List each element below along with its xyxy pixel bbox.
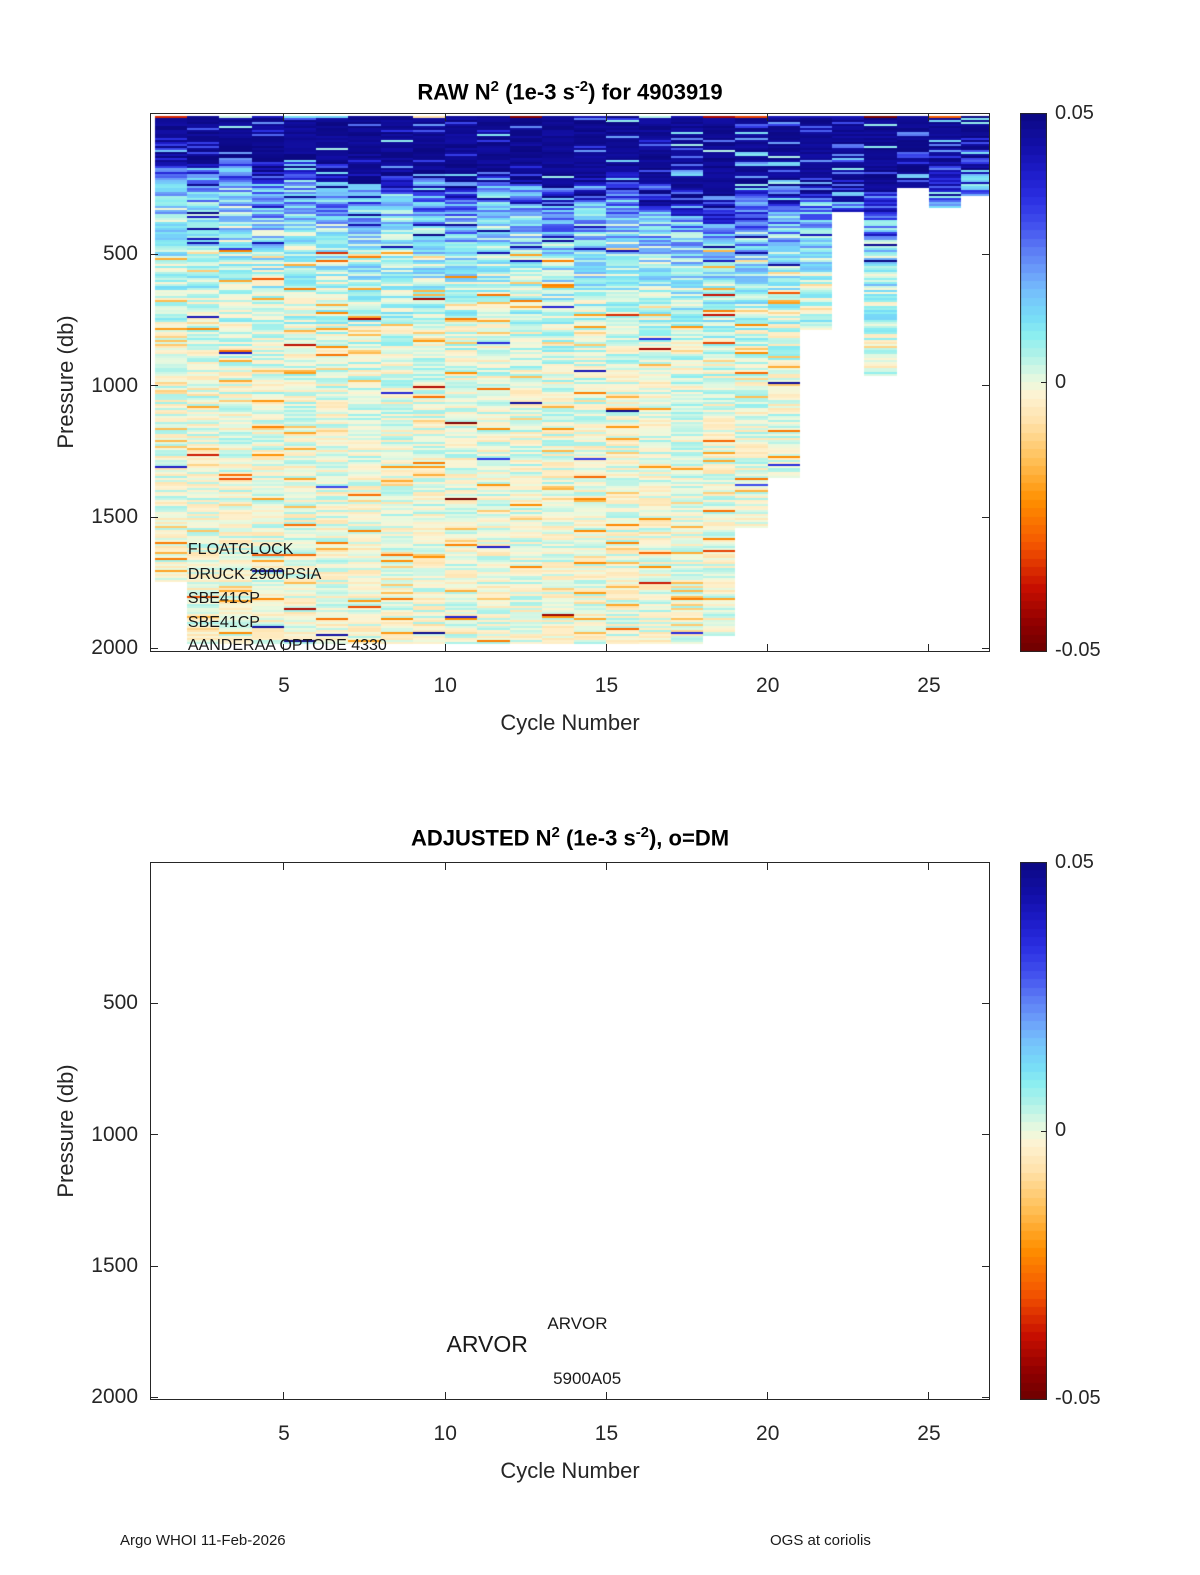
x-axis-tick: [928, 1392, 930, 1400]
x-axis-tick: [767, 644, 769, 652]
y-axis-right-tick: [982, 253, 990, 255]
y-axis-tick: [150, 1002, 158, 1004]
colorbar-tick-label: 0.05: [1055, 102, 1094, 124]
colorbar-tick-label: 0: [1055, 370, 1067, 393]
raw-heatmap-plot: [150, 113, 990, 652]
title-superscript: -2: [635, 824, 649, 841]
title-text-segment: RAW N: [417, 79, 491, 105]
footer-right-credit: OGS at coriolis: [770, 1532, 871, 1549]
x-axis-top-tick: [283, 862, 285, 870]
colorbar-tick-label: 0: [1055, 1119, 1067, 1141]
footer-left-credit: Argo WHOI 11-Feb-2026: [120, 1532, 286, 1549]
adjusted-annotation: ARVOR: [547, 1313, 608, 1333]
raw-annotation: DRUCK 2900PSIA: [187, 566, 322, 584]
raw-annotation: SBE41CP: [187, 590, 260, 608]
x-axis-top-tick: [928, 113, 930, 121]
adjusted-xlabel: Cycle Number: [500, 1458, 640, 1483]
x-axis-tick: [283, 1392, 285, 1400]
x-axis-tick: [283, 644, 285, 652]
y-tick-label: 500: [102, 242, 138, 266]
y-tick-label: 1500: [91, 505, 138, 529]
x-axis-top-tick: [444, 113, 446, 121]
raw-panel-title: RAW N2 (1e-3 s-2) for 4903919: [417, 78, 722, 105]
x-tick-label: 10: [433, 1422, 457, 1445]
x-tick-label: 10: [433, 674, 457, 697]
title-superscript: 2: [551, 824, 560, 841]
y-tick-label: 1000: [91, 1122, 138, 1146]
x-axis-tick: [444, 644, 446, 652]
title-text-segment: (1e-3 s: [499, 79, 575, 105]
y-tick-label: 500: [102, 991, 138, 1015]
title-text-segment: (1e-3 s: [559, 825, 636, 851]
title-superscript: 2: [490, 78, 499, 95]
x-axis-top-tick: [605, 862, 607, 870]
y-axis-right-tick: [982, 385, 990, 387]
x-axis-top-tick: [444, 862, 446, 870]
x-tick-label: 15: [594, 1422, 619, 1445]
raw-annotation: SBE41CP: [187, 614, 260, 632]
y-axis-tick: [150, 385, 158, 387]
y-axis-tick: [150, 647, 158, 649]
x-axis-tick: [767, 1392, 769, 1400]
x-tick-label: 25: [917, 674, 941, 697]
y-axis-right-tick: [982, 1396, 990, 1398]
y-axis-tick: [150, 1396, 158, 1398]
y-axis-tick: [150, 253, 158, 255]
y-axis-right-tick: [982, 647, 990, 649]
x-tick-label: 20: [756, 674, 780, 697]
x-axis-top-tick: [767, 113, 769, 121]
colorbar-zero-tick: [1041, 1130, 1047, 1132]
adjusted-panel-title: ADJUSTED N2 (1e-3 s-2), o=DM: [411, 824, 729, 851]
y-axis-tick: [150, 516, 158, 518]
raw-heatmap-canvas: [151, 114, 989, 651]
x-tick-label: 5: [278, 1422, 290, 1445]
x-axis-tick: [605, 644, 607, 652]
y-axis-tick: [150, 1134, 158, 1136]
adjusted-annotation: ARVOR: [446, 1331, 528, 1358]
x-axis-top-tick: [605, 113, 607, 121]
x-axis-tick: [444, 1392, 446, 1400]
adjusted-annotation: 5900A05: [553, 1368, 622, 1388]
x-axis-tick: [605, 1392, 607, 1400]
title-text-segment: ) for 4903919: [588, 79, 723, 105]
adjusted-heatmap-plot: [150, 862, 990, 1400]
y-axis-right-tick: [982, 516, 990, 518]
y-tick-label: 2000: [91, 636, 138, 660]
x-tick-label: 15: [594, 674, 619, 697]
x-axis-top-tick: [283, 113, 285, 121]
colorbar-tick-label: -0.05: [1055, 639, 1101, 661]
y-axis-right-tick: [982, 1265, 990, 1267]
x-axis-top-tick: [767, 862, 769, 870]
colorbar-tick-label: 0.05: [1055, 851, 1094, 873]
colorbar-zero-tick: [1041, 382, 1047, 383]
y-tick-label: 1000: [91, 373, 138, 397]
x-axis-tick: [928, 644, 930, 652]
y-axis-right-tick: [982, 1002, 990, 1004]
raw-xlabel: Cycle Number: [500, 710, 640, 735]
title-text-segment: ADJUSTED N: [410, 825, 552, 851]
title-text-segment: ), o=DM: [648, 825, 730, 851]
y-axis-right-tick: [982, 1134, 990, 1136]
colorbar-tick-label: -0.05: [1055, 1387, 1101, 1409]
x-tick-label: 20: [756, 1422, 780, 1445]
x-tick-label: 25: [917, 1422, 941, 1445]
raw-annotation: AANDERAA OPTODE 4330: [187, 637, 387, 655]
y-tick-label: 2000: [91, 1385, 138, 1409]
x-axis-top-tick: [928, 862, 930, 870]
y-tick-label: 1500: [91, 1254, 138, 1278]
raw-annotation: FLOATCLOCK: [187, 541, 294, 559]
y-axis-tick: [150, 1265, 158, 1267]
title-superscript: -2: [574, 78, 589, 95]
x-tick-label: 5: [278, 674, 290, 697]
